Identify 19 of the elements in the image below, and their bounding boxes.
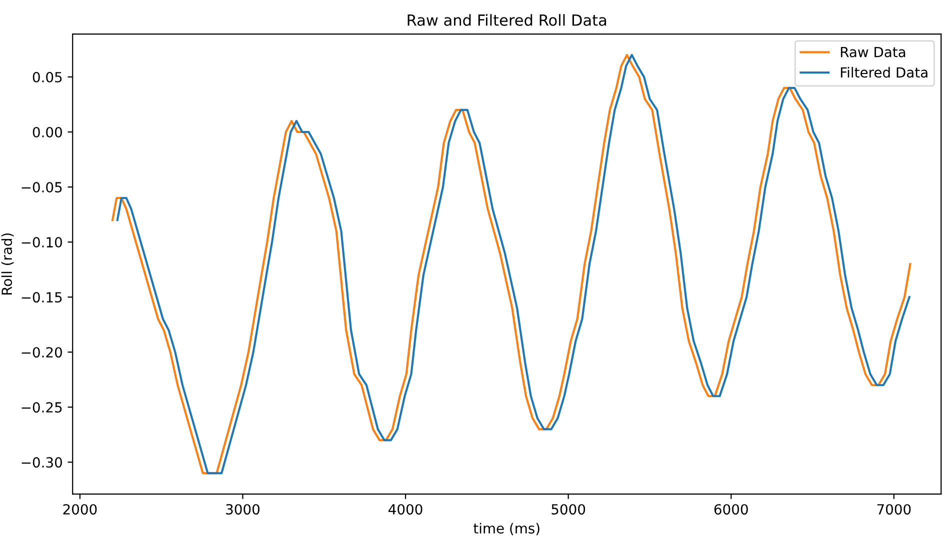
x-axis-title: time (ms) [474, 522, 540, 536]
y-tick-label: −0.10 [22, 237, 62, 248]
x-tick-label: 7000 [877, 504, 911, 515]
x-tick-label: 6000 [714, 504, 748, 515]
y-tick-label: −0.30 [22, 457, 62, 468]
x-tick-label: 5000 [552, 504, 586, 515]
x-tick-label: 3000 [226, 504, 260, 515]
x-tick-label: 4000 [388, 504, 422, 515]
y-tick-label: −0.05 [22, 182, 62, 192]
y-tick-label: −0.15 [22, 292, 62, 303]
y-axis-title: Roll (rad) [1, 233, 14, 294]
legend-label: Filtered Data [840, 66, 928, 78]
chart-title: Raw and Filtered Roll Data [408, 14, 606, 26]
y-tick-label: −0.20 [22, 347, 62, 358]
y-tick-label: 0.00 [32, 126, 62, 138]
y-tick-label: 0.05 [32, 72, 62, 82]
legend-label: Raw Data [840, 46, 906, 58]
x-tick-label: 2000 [63, 504, 97, 515]
y-tick-label: −0.25 [22, 402, 62, 413]
